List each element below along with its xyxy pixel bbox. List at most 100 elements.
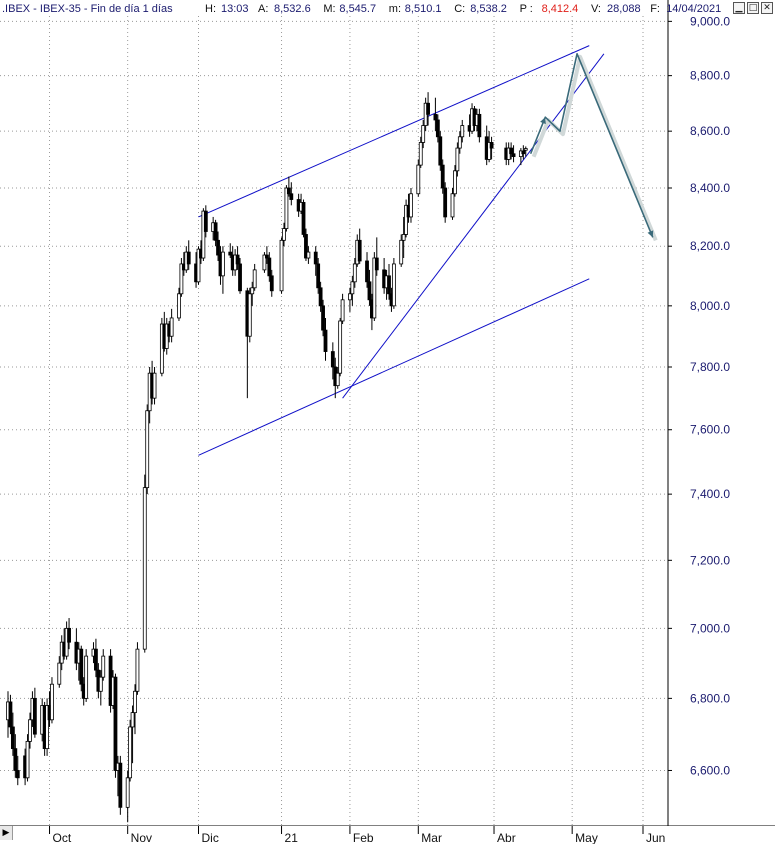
- y-tick-label: 7,600.0: [690, 423, 730, 437]
- candle-body: [177, 293, 181, 319]
- candle-body: [101, 655, 106, 678]
- candle-body: [523, 148, 528, 151]
- candle-body: [401, 234, 406, 241]
- header-field-value: 8,545.7: [339, 3, 376, 15]
- header-field-value: 8,538.2: [470, 3, 507, 15]
- header-field-label: m:: [389, 3, 401, 15]
- candle-body: [84, 655, 89, 699]
- candle-body: [113, 676, 118, 771]
- candle-body: [477, 113, 482, 138]
- candle-body: [426, 102, 430, 115]
- y-tick-label: 7,000.0: [690, 621, 730, 635]
- candle-body: [186, 251, 191, 265]
- candle-body: [79, 648, 84, 685]
- candle-body: [521, 150, 526, 155]
- candle-body: [238, 263, 242, 292]
- x-axis-band: [0, 826, 775, 844]
- x-tick-label: Mar: [421, 831, 442, 844]
- projection-arrowhead: [647, 230, 654, 238]
- candle-body: [323, 329, 328, 352]
- candle-body: [203, 210, 208, 232]
- candle-body: [421, 125, 426, 143]
- candle-body: [228, 251, 233, 256]
- candle-body: [438, 136, 443, 166]
- y-tick-label: 8,600.0: [690, 124, 730, 138]
- candle-body: [318, 287, 323, 307]
- candle-body: [145, 410, 150, 489]
- channel-lower-line: [198, 278, 590, 456]
- candle-body: [372, 257, 377, 319]
- header-field-label: V:: [591, 3, 601, 15]
- candle-body: [289, 193, 294, 200]
- candle-body: [201, 210, 206, 259]
- projection-shadow: [531, 54, 658, 242]
- candle-body: [374, 257, 379, 271]
- candle-body: [352, 263, 357, 283]
- candle-body: [130, 712, 135, 728]
- candle-body: [169, 317, 174, 337]
- y-tick-label: 8,800.0: [690, 69, 730, 83]
- candle-body: [301, 202, 306, 235]
- candle-body: [286, 187, 291, 195]
- candle-body: [282, 228, 286, 241]
- candle-body: [262, 254, 267, 271]
- candle-body: [196, 248, 201, 283]
- candle-body: [399, 239, 404, 265]
- header-field-value: 8,510.1: [405, 3, 442, 15]
- scroll-right-arrow-icon[interactable]: ▶: [0, 826, 13, 840]
- candle-body: [433, 113, 438, 121]
- header-field-value: 8,532.6: [274, 3, 311, 15]
- candlestick-series: [6, 92, 528, 823]
- candle-body: [416, 164, 421, 195]
- candle-body: [179, 263, 184, 295]
- candle-body: [404, 204, 408, 235]
- x-tick-label: May: [575, 831, 598, 844]
- header-field-label: H:: [205, 3, 216, 15]
- maximize-button[interactable]: □: [747, 2, 759, 14]
- candle-body: [511, 153, 516, 157]
- candle-body: [118, 762, 123, 808]
- candle-body: [28, 719, 32, 742]
- candle-body: [450, 193, 455, 218]
- candle-body: [391, 263, 396, 307]
- candle-body: [365, 260, 369, 283]
- header-field-label: M:: [323, 3, 335, 15]
- candle-body: [142, 487, 147, 650]
- candle-body: [32, 697, 37, 735]
- candle-body: [267, 257, 272, 277]
- x-tick-label: Abr: [497, 831, 516, 844]
- minimize-button[interactable]: ▁: [733, 2, 745, 14]
- candle-body: [350, 281, 355, 295]
- y-tick-label: 6,800.0: [690, 691, 730, 705]
- candle-body: [250, 287, 255, 295]
- candle-body: [306, 251, 311, 259]
- candle-body: [304, 234, 308, 259]
- candle-body: [247, 293, 252, 337]
- candle-body: [443, 187, 448, 218]
- y-tick-label: 8,200.0: [690, 239, 730, 253]
- y-tick-label: 9,000.0: [690, 14, 730, 28]
- candle-body: [284, 187, 289, 229]
- candle-body: [269, 275, 274, 292]
- candle-body: [57, 662, 62, 685]
- candle-body: [321, 305, 325, 331]
- candle-body: [457, 136, 462, 149]
- header-field-label: F:: [650, 3, 660, 15]
- header-field-value: 14/04/2021: [666, 3, 721, 15]
- candle-body: [367, 281, 372, 301]
- candle-body: [15, 770, 20, 779]
- projection-path: [529, 52, 658, 242]
- candle-body: [387, 275, 391, 295]
- candle-body: [435, 119, 440, 138]
- chart-header: .IBEX - IBEX-35 - Fin de día 1 días H: 13…: [2, 3, 721, 15]
- x-tick-label: Dic: [202, 831, 219, 844]
- candle-body: [279, 239, 284, 292]
- candle-body: [213, 222, 218, 241]
- candle-body: [8, 701, 13, 728]
- candle-body: [440, 164, 445, 189]
- symbol-title: .IBEX - IBEX-35 - Fin de día 1 días: [2, 3, 173, 15]
- y-tick-label: 7,400.0: [690, 487, 730, 501]
- x-tick-label: Feb: [353, 831, 374, 844]
- close-button[interactable]: ✕: [761, 2, 773, 14]
